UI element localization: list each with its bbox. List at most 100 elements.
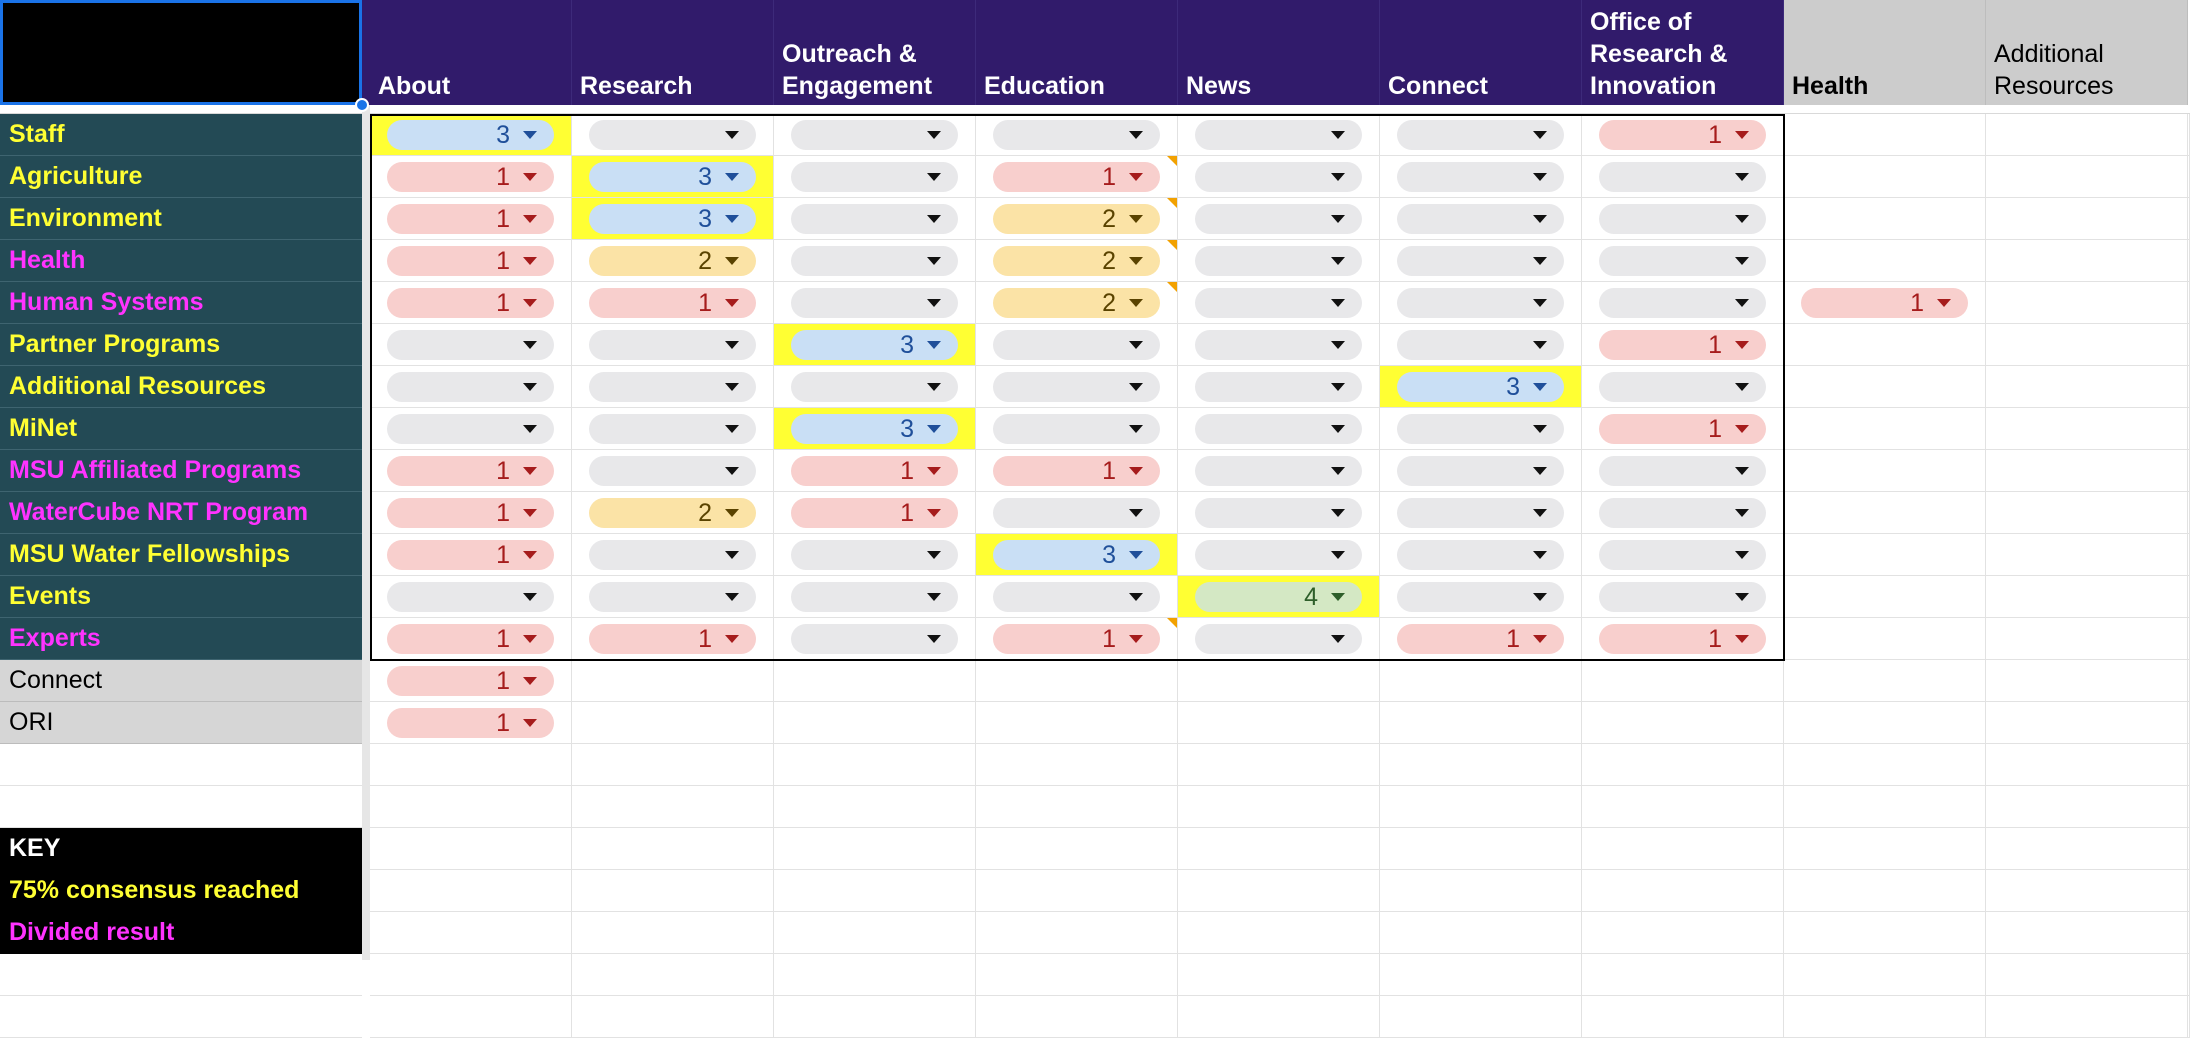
data-cell[interactable] [1986, 282, 2188, 324]
data-cell[interactable] [1582, 576, 1784, 618]
data-cell[interactable]: 1 [370, 156, 572, 198]
data-cell[interactable] [1784, 450, 1986, 492]
dropdown-arrow-icon[interactable] [1129, 551, 1143, 559]
rating-dropdown-chip[interactable]: 1 [387, 666, 554, 696]
comment-note-icon[interactable] [1167, 240, 1177, 250]
data-cell[interactable] [1178, 492, 1380, 534]
dropdown-arrow-icon[interactable] [725, 131, 739, 139]
data-cell[interactable] [572, 408, 774, 450]
data-cell[interactable] [1784, 954, 1986, 996]
data-cell[interactable] [1178, 198, 1380, 240]
data-cell[interactable] [1178, 240, 1380, 282]
data-cell[interactable]: 1 [370, 534, 572, 576]
rating-dropdown-chip[interactable] [1599, 582, 1766, 612]
data-cell[interactable] [572, 702, 774, 744]
row-label-3[interactable]: Environment [0, 198, 362, 240]
data-cell[interactable] [1986, 744, 2188, 786]
data-cell[interactable] [1178, 954, 1380, 996]
dropdown-arrow-icon[interactable] [1129, 593, 1143, 601]
dropdown-arrow-icon[interactable] [927, 467, 941, 475]
row-label-11[interactable]: MSU Water Fellowships [0, 534, 362, 576]
data-cell[interactable]: 3 [572, 156, 774, 198]
data-cell[interactable]: 3 [370, 114, 572, 156]
column-header-4[interactable]: Education [976, 0, 1178, 105]
rating-dropdown-chip[interactable] [1195, 414, 1362, 444]
data-cell[interactable] [1582, 366, 1784, 408]
row-label-14[interactable]: Connect [0, 660, 362, 702]
dropdown-arrow-icon[interactable] [725, 509, 739, 517]
rating-dropdown-chip[interactable]: 1 [993, 624, 1160, 654]
row-label-13[interactable]: Experts [0, 618, 362, 660]
rating-dropdown-chip[interactable]: 2 [993, 246, 1160, 276]
column-header-1[interactable]: About [370, 0, 572, 105]
rating-dropdown-chip[interactable]: 2 [993, 204, 1160, 234]
dropdown-arrow-icon[interactable] [927, 215, 941, 223]
data-cell[interactable] [1986, 198, 2188, 240]
data-cell[interactable] [1380, 156, 1582, 198]
data-cell[interactable] [1784, 324, 1986, 366]
data-cell[interactable] [1784, 534, 1986, 576]
data-cell[interactable] [1380, 744, 1582, 786]
data-cell[interactable] [1986, 324, 2188, 366]
data-cell[interactable] [1986, 576, 2188, 618]
data-cell[interactable]: 1 [370, 492, 572, 534]
rating-dropdown-chip[interactable] [791, 162, 958, 192]
data-cell[interactable] [1178, 156, 1380, 198]
data-cell[interactable] [1784, 828, 1986, 870]
rating-dropdown-chip[interactable] [1195, 246, 1362, 276]
data-cell[interactable] [976, 996, 1178, 1038]
data-cell[interactable] [1784, 702, 1986, 744]
data-cell[interactable]: 1 [774, 492, 976, 534]
dropdown-arrow-icon[interactable] [1331, 509, 1345, 517]
rating-dropdown-chip[interactable] [791, 372, 958, 402]
rating-dropdown-chip[interactable]: 1 [387, 624, 554, 654]
rating-dropdown-chip[interactable]: 3 [791, 414, 958, 444]
data-cell[interactable] [1582, 198, 1784, 240]
rating-dropdown-chip[interactable]: 1 [387, 456, 554, 486]
selection-handle[interactable] [355, 98, 369, 112]
rating-dropdown-chip[interactable]: 1 [589, 288, 756, 318]
dropdown-arrow-icon[interactable] [1129, 257, 1143, 265]
data-cell[interactable] [1784, 366, 1986, 408]
data-cell[interactable] [1380, 282, 1582, 324]
rating-dropdown-chip[interactable]: 1 [791, 498, 958, 528]
rating-dropdown-chip[interactable] [1397, 288, 1564, 318]
data-cell[interactable]: 2 [976, 282, 1178, 324]
dropdown-arrow-icon[interactable] [523, 173, 537, 181]
rating-dropdown-chip[interactable] [791, 624, 958, 654]
rating-dropdown-chip[interactable] [387, 372, 554, 402]
rating-dropdown-chip[interactable]: 3 [791, 330, 958, 360]
data-cell[interactable] [572, 534, 774, 576]
data-cell[interactable] [1784, 912, 1986, 954]
rating-dropdown-chip[interactable] [993, 372, 1160, 402]
rating-dropdown-chip[interactable]: 1 [1599, 624, 1766, 654]
data-cell[interactable]: 3 [774, 324, 976, 366]
data-cell[interactable] [1178, 282, 1380, 324]
data-cell[interactable] [976, 576, 1178, 618]
rating-dropdown-chip[interactable] [1195, 456, 1362, 486]
rating-dropdown-chip[interactable]: 1 [1801, 288, 1968, 318]
data-cell[interactable]: 1 [370, 450, 572, 492]
data-cell[interactable] [1986, 954, 2188, 996]
data-cell[interactable] [1986, 114, 2188, 156]
data-cell[interactable] [572, 870, 774, 912]
data-cell[interactable] [1986, 534, 2188, 576]
data-cell[interactable] [1380, 534, 1582, 576]
dropdown-arrow-icon[interactable] [1331, 425, 1345, 433]
data-cell[interactable] [572, 744, 774, 786]
rating-dropdown-chip[interactable]: 1 [387, 498, 554, 528]
rating-dropdown-chip[interactable]: 1 [1599, 120, 1766, 150]
corner-cell-selected[interactable] [0, 0, 362, 105]
data-cell[interactable] [774, 744, 976, 786]
column-header-3[interactable]: Outreach & Engagement [774, 0, 976, 105]
rating-dropdown-chip[interactable] [1599, 372, 1766, 402]
data-cell[interactable] [976, 786, 1178, 828]
data-cell[interactable] [976, 912, 1178, 954]
dropdown-arrow-icon[interactable] [1533, 299, 1547, 307]
dropdown-arrow-icon[interactable] [1533, 635, 1547, 643]
data-cell[interactable]: 1 [1380, 618, 1582, 660]
data-cell[interactable]: 2 [572, 492, 774, 534]
data-cell[interactable]: 1 [370, 240, 572, 282]
data-cell[interactable] [1986, 450, 2188, 492]
dropdown-arrow-icon[interactable] [523, 341, 537, 349]
